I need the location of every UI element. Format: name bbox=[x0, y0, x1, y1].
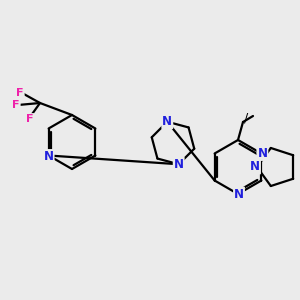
Text: N: N bbox=[257, 147, 267, 160]
Text: F: F bbox=[26, 114, 34, 124]
Text: N: N bbox=[162, 115, 172, 128]
Text: F: F bbox=[12, 100, 20, 110]
Text: F: F bbox=[16, 88, 24, 98]
Text: /: / bbox=[244, 112, 248, 124]
Text: N: N bbox=[44, 150, 54, 163]
Text: N: N bbox=[174, 158, 184, 171]
Text: N: N bbox=[234, 188, 244, 200]
Text: N: N bbox=[250, 160, 260, 173]
